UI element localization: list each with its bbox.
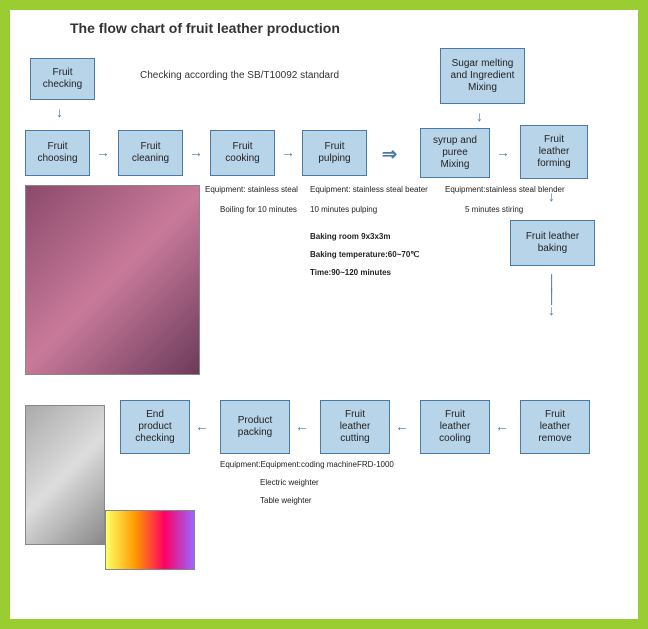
arrow-right-icon: → [281, 144, 295, 160]
arrow-down-icon: ↓ [548, 188, 555, 204]
arrow-down-icon: ││↓ [548, 275, 557, 317]
box-leather-cooling: Fruitleathercooling [420, 400, 490, 454]
box-leather-remove: Fruitleatherremove [520, 400, 590, 454]
arrow-left-icon: ← [195, 418, 209, 434]
annotation-baking-time: Time:90~120 minutes [310, 268, 391, 278]
box-fruit-choosing: Fruitchoosing [25, 130, 90, 176]
arrow-left-icon: ← [495, 418, 509, 434]
box-leather-baking: Fruit leatherbaking [510, 220, 595, 266]
arrow-right-icon: → [96, 144, 110, 160]
arrow-right-icon: → [496, 144, 510, 160]
annotation-mixing-eq: Equipment:stainless steal blender [445, 185, 565, 195]
product-photo-collage [25, 185, 200, 375]
arrow-right-icon: → [189, 144, 203, 160]
box-syrup-mixing: syrup andpureeMixing [420, 128, 490, 178]
box-end-checking: Endproductchecking [120, 400, 190, 454]
candy-photo [105, 510, 195, 570]
annotation-packing-w1: Electric weighter [260, 478, 319, 488]
arrow-right-icon: ⇒ [382, 144, 397, 165]
annotation-cooking-eq: Equipment: stainless steal [205, 185, 298, 195]
arrow-left-icon: ← [295, 418, 309, 434]
annotation-packing-w2: Table weighter [260, 496, 312, 506]
annotation-packing-eq: Equipment:Equipment:coding machineFRD-10… [220, 460, 394, 470]
chart-subtitle: Checking according the SB/T10092 standar… [140, 70, 339, 81]
annotation-pulping-time: 10 minutes pulping [310, 205, 377, 215]
annotation-mixing-time: 5 minutes stiring [465, 205, 523, 215]
box-leather-forming: Fruitleatherforming [520, 125, 588, 179]
arrow-left-icon: ← [395, 418, 409, 434]
diagram-canvas: The flow chart of fruit leather producti… [10, 10, 638, 619]
box-product-packing: Productpacking [220, 400, 290, 454]
box-fruit-cooking: Fruitcooking [210, 130, 275, 176]
outer-frame: The flow chart of fruit leather producti… [0, 0, 648, 629]
machine-photo [25, 405, 105, 545]
annotation-pulping-eq: Equipment: stainless steal beater [310, 185, 428, 195]
annotation-baking-room: Baking room 9x3x3m [310, 232, 390, 242]
arrow-down-icon: ↓ [56, 104, 63, 120]
box-fruit-pulping: Fruitpulping [302, 130, 367, 176]
box-fruit-checking: Fruitchecking [30, 58, 95, 100]
annotation-cooking-time: Boiling for 10 minutes [220, 205, 297, 215]
box-leather-cutting: Fruitleathercutting [320, 400, 390, 454]
chart-title: The flow chart of fruit leather producti… [70, 20, 340, 36]
annotation-baking-temp: Baking temperature:60~70℃ [310, 250, 419, 260]
box-fruit-cleaning: Fruitcleaning [118, 130, 183, 176]
box-sugar-melting: Sugar meltingand IngredientMixing [440, 48, 525, 104]
arrow-down-icon: ↓ [476, 108, 483, 124]
